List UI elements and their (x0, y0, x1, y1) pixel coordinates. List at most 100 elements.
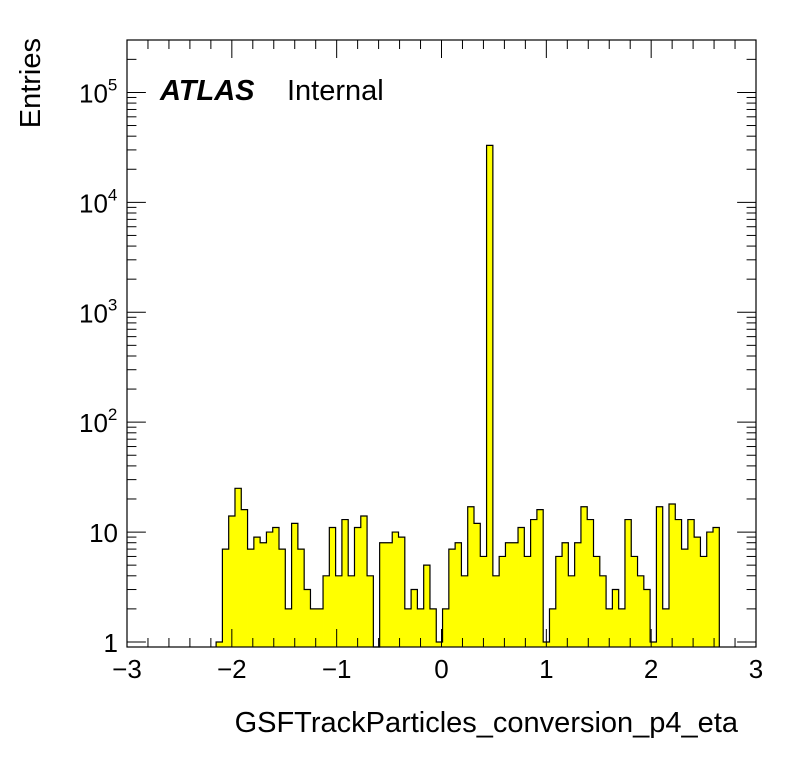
histogram-bar (467, 506, 475, 647)
histogram-bar (650, 641, 657, 647)
histogram-bar (448, 549, 456, 647)
histogram-bar (228, 516, 236, 647)
histogram-bar (417, 608, 425, 647)
histogram-bar (455, 542, 462, 647)
histogram-bar (511, 542, 519, 647)
histogram-bar (360, 516, 368, 647)
histogram-bar (700, 556, 708, 647)
x-tick-label: 0 (434, 654, 448, 684)
x-axis-label: GSFTrackParticles_conversion_p4_eta (235, 707, 739, 739)
histogram-bar (681, 549, 689, 647)
histogram-bar (354, 527, 362, 647)
histogram-bar (568, 575, 576, 647)
histogram-bar (316, 608, 324, 647)
histogram-bar (297, 549, 305, 647)
histogram-bar (272, 527, 280, 647)
histogram-bar (574, 542, 582, 647)
histogram-bar (612, 589, 620, 647)
internal-label: Internal (287, 75, 384, 107)
histogram-bar (637, 575, 645, 647)
histogram-bar (253, 537, 261, 647)
histogram-bar (656, 506, 664, 647)
histogram-bar (329, 527, 337, 647)
histogram-bar (323, 575, 330, 647)
histogram-outline (215, 144, 720, 648)
histogram-bar (398, 537, 406, 647)
histogram-bar (247, 549, 255, 647)
histogram-bars (216, 145, 720, 648)
y-tick-label: 1 (104, 628, 118, 658)
histogram-outline-line (215, 144, 720, 648)
histogram-bar (549, 608, 557, 647)
histogram-bar (492, 575, 500, 647)
histogram-bar (530, 519, 538, 647)
x-axis: −3 −2 −1 0 1 2 3 (112, 40, 763, 684)
x-tick-label: −1 (322, 654, 352, 684)
histogram-bar (348, 575, 355, 647)
histogram-bar (461, 575, 469, 647)
histogram-bar (593, 556, 601, 647)
histogram-bar (486, 145, 494, 648)
x-tick-label: 2 (644, 654, 658, 684)
histogram-bar (587, 519, 594, 647)
atlas-label: ATLAS (159, 75, 255, 107)
histogram-bar (411, 589, 418, 647)
y-tick-label: 102 (79, 405, 117, 438)
x-tick-label: 1 (539, 654, 553, 684)
histogram-bar (442, 608, 450, 647)
histogram-bar (310, 608, 318, 647)
histogram-bar (580, 506, 588, 647)
histogram-bar (687, 519, 695, 647)
histogram-bar (404, 608, 412, 647)
histogram-bar (473, 523, 481, 647)
histogram-bar (392, 532, 399, 647)
histogram-bar (675, 519, 682, 647)
histogram-bar (423, 565, 431, 647)
histogram-bar (291, 523, 299, 647)
histogram-bar (234, 488, 242, 647)
histogram-bar (618, 608, 626, 647)
histogram-bar (379, 542, 387, 647)
histogram-bar (555, 556, 563, 647)
x-tick-label: −3 (112, 654, 142, 684)
y-tick-label: 105 (79, 75, 117, 108)
histogram-bar (606, 608, 613, 647)
x-tick-label: 3 (749, 654, 763, 684)
histogram-bar (429, 608, 437, 647)
x-tick-label: −2 (217, 654, 247, 684)
histogram-bar (694, 537, 701, 647)
y-axis: 1 10 102 103 104 105 (79, 39, 756, 658)
histogram-bar (335, 575, 343, 647)
histogram-bar (631, 556, 638, 647)
histogram-bar (562, 542, 569, 647)
histogram-bar (713, 527, 720, 647)
histogram-bar (436, 641, 443, 647)
histogram-bar (643, 589, 651, 647)
y-tick-label: 103 (79, 295, 117, 328)
histogram-bar (524, 556, 532, 647)
histogram-bar (668, 504, 676, 647)
histogram-bar (304, 589, 311, 647)
histogram-bar (260, 542, 267, 647)
histogram-bar (518, 527, 525, 647)
histogram-bar (279, 549, 286, 647)
y-axis-label: Entries (15, 38, 47, 128)
histogram-bar (624, 519, 632, 647)
histogram-bar (662, 608, 670, 647)
histogram-bar (216, 641, 223, 647)
histogram-bar (367, 575, 374, 647)
histogram-bar (536, 509, 544, 647)
histogram-bar (285, 608, 292, 647)
y-tick-label: 10 (89, 518, 118, 548)
y-tick-label: 104 (79, 185, 117, 218)
histogram-bar (266, 532, 274, 647)
histogram-bar (385, 542, 393, 647)
histogram-bar (505, 542, 513, 647)
histogram-bar (241, 509, 248, 647)
histogram-bar (499, 556, 506, 647)
histogram-bar (222, 549, 230, 647)
histogram-bar (599, 575, 607, 647)
histogram-bar (341, 519, 349, 647)
histogram-bar (480, 556, 487, 647)
